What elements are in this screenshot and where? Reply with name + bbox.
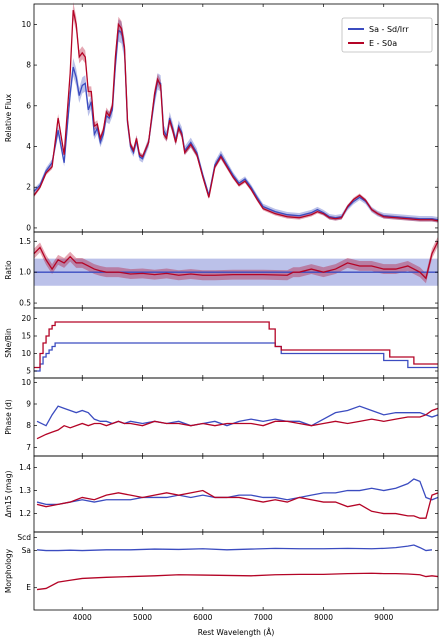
y-tick-label: Sa (22, 546, 31, 555)
x-tick-label: 9000 (374, 613, 393, 622)
y-axis-label: Morphology (4, 548, 13, 593)
series-line-e-s0a (34, 321, 438, 369)
y-tick-label: Scd (17, 533, 31, 542)
series-line-sa-sd-irr (34, 342, 438, 372)
y-tick-label: 0.5 (19, 299, 31, 308)
series-line-sa-sd-irr (36, 478, 439, 506)
y-tick-label: 1.2 (19, 509, 31, 518)
y-tick-label: 10 (21, 349, 31, 358)
y-tick-label: 20 (21, 314, 31, 323)
legend-box (341, 17, 433, 53)
series-line-e-s0a (33, 240, 439, 280)
y-tick-label: 7 (26, 443, 31, 452)
series-line-sa-sd-irr (36, 544, 433, 552)
y-tick-label: 1.0 (19, 268, 31, 277)
legend-label: E - S0a (369, 39, 397, 48)
series-line-e-s0a (36, 489, 439, 519)
y-tick-label: 5 (26, 367, 31, 376)
y-tick-label: 1.4 (19, 463, 31, 472)
y-axis-label: Relative Flux (4, 93, 13, 142)
series-line-e-s0a (33, 9, 439, 222)
panel-3: 7 8 9 10 Phase (d) (4, 377, 439, 457)
y-tick-label: 2 (26, 183, 31, 192)
y-tick-label: 10 (21, 20, 31, 29)
y-tick-label: 0 (26, 223, 31, 232)
panel-frame (33, 377, 439, 457)
panels: 0 2 4 6 8 10 Relative Flux 0.5 1.0 1.5 Ratio 5 10 15 2… (4, 1, 439, 622)
legend: Sa - Sd/Irr E - S0a (341, 17, 433, 53)
y-tick-label: 8 (26, 61, 31, 70)
y-tick-label: 9 (26, 400, 31, 409)
y-tick-label: 8 (26, 421, 31, 430)
y-axis-label: Δm15 (mag) (4, 470, 13, 517)
y-axis-label: SNe/Bin (4, 328, 13, 358)
panel-frame (33, 531, 439, 611)
panel-frame (33, 455, 439, 533)
panel-5: E Sa Scd Morphology (4, 531, 439, 611)
y-tick-label: 1.3 (19, 486, 31, 495)
legend-label: Sa - Sd/Irr (369, 25, 409, 34)
series-line-sa-sd-irr (36, 405, 439, 427)
y-axis-label: Phase (d) (4, 399, 13, 434)
y-axis-label: Ratio (4, 260, 13, 280)
y-tick-label: E (26, 583, 31, 592)
panel-4: 1.2 1.3 1.4 Δm15 (mag) (4, 455, 439, 533)
x-axis-label: Rest Wavelength (Å) (198, 628, 275, 637)
panel-2: 5 10 15 20 SNe/Bin (4, 307, 439, 379)
x-tick-label: 4000 (73, 613, 92, 622)
x-tick-label: 6000 (193, 613, 212, 622)
series-line-e-s0a (36, 572, 439, 591)
x-tick-label: 7000 (254, 613, 273, 622)
y-tick-label: 10 (21, 378, 31, 387)
panel-1: 0.5 1.0 1.5 Ratio (4, 231, 439, 309)
series-line-e-s0a (36, 407, 439, 440)
x-tick-label: 5000 (133, 613, 152, 622)
y-tick-label: 6 (26, 101, 31, 110)
panel-0: 0 2 4 6 8 10 Relative Flux (4, 1, 439, 232)
x-tick-label: 8000 (314, 613, 333, 622)
y-tick-label: 4 (26, 142, 31, 151)
y-tick-label: 1.5 (19, 237, 31, 246)
y-tick-label: 15 (21, 332, 31, 341)
